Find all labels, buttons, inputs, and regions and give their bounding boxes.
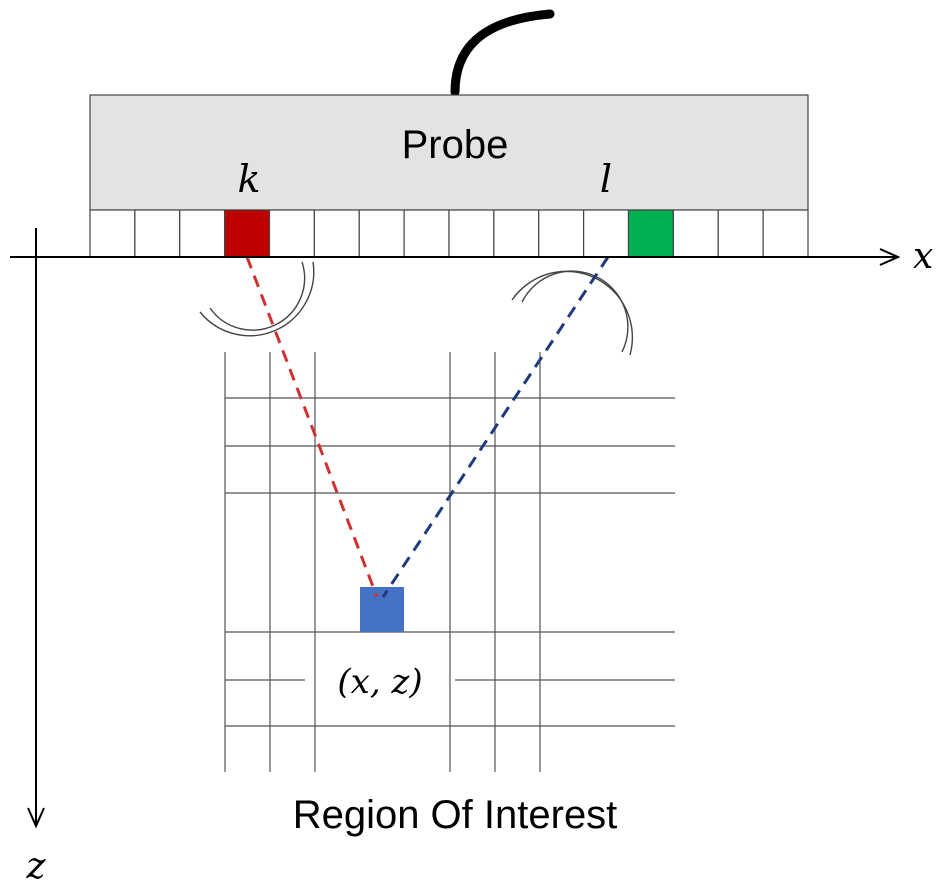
transducer-element xyxy=(717,209,764,258)
transducer-element xyxy=(583,209,630,258)
transducer-element xyxy=(89,209,136,258)
transducer-element xyxy=(403,209,450,258)
transducer-element xyxy=(268,209,315,258)
transmit-element xyxy=(224,209,271,258)
x-axis-arrowhead xyxy=(879,248,901,266)
transducer-element xyxy=(448,209,495,258)
transducer-element xyxy=(313,209,360,258)
receive-element xyxy=(627,209,674,258)
transducer-element xyxy=(358,209,405,258)
transmit-wave-icon xyxy=(199,261,315,337)
transducer-element xyxy=(672,209,719,258)
transducer-element xyxy=(179,209,226,258)
target-pixel xyxy=(360,587,404,632)
transmit-path xyxy=(245,256,379,598)
roi-grid xyxy=(224,352,675,772)
transducer-element xyxy=(134,209,181,258)
transmit-element-label: k xyxy=(237,157,260,201)
transducer-element xyxy=(762,209,809,258)
z-axis-arrowhead xyxy=(27,807,45,829)
x-axis-label: x xyxy=(913,236,933,277)
pixel-coordinate-label: (x, z) xyxy=(337,662,422,702)
probe-label: Probe xyxy=(402,123,509,167)
probe-body xyxy=(89,94,809,211)
probe-cable xyxy=(450,9,555,97)
roi-label: Region Of Interest xyxy=(293,793,618,837)
transducer-array xyxy=(89,209,809,258)
transducer-element xyxy=(538,209,585,258)
z-axis-label: z xyxy=(26,846,47,883)
receive-element-label: l xyxy=(600,157,612,201)
receive-path xyxy=(381,256,610,598)
transducer-element xyxy=(493,209,540,258)
